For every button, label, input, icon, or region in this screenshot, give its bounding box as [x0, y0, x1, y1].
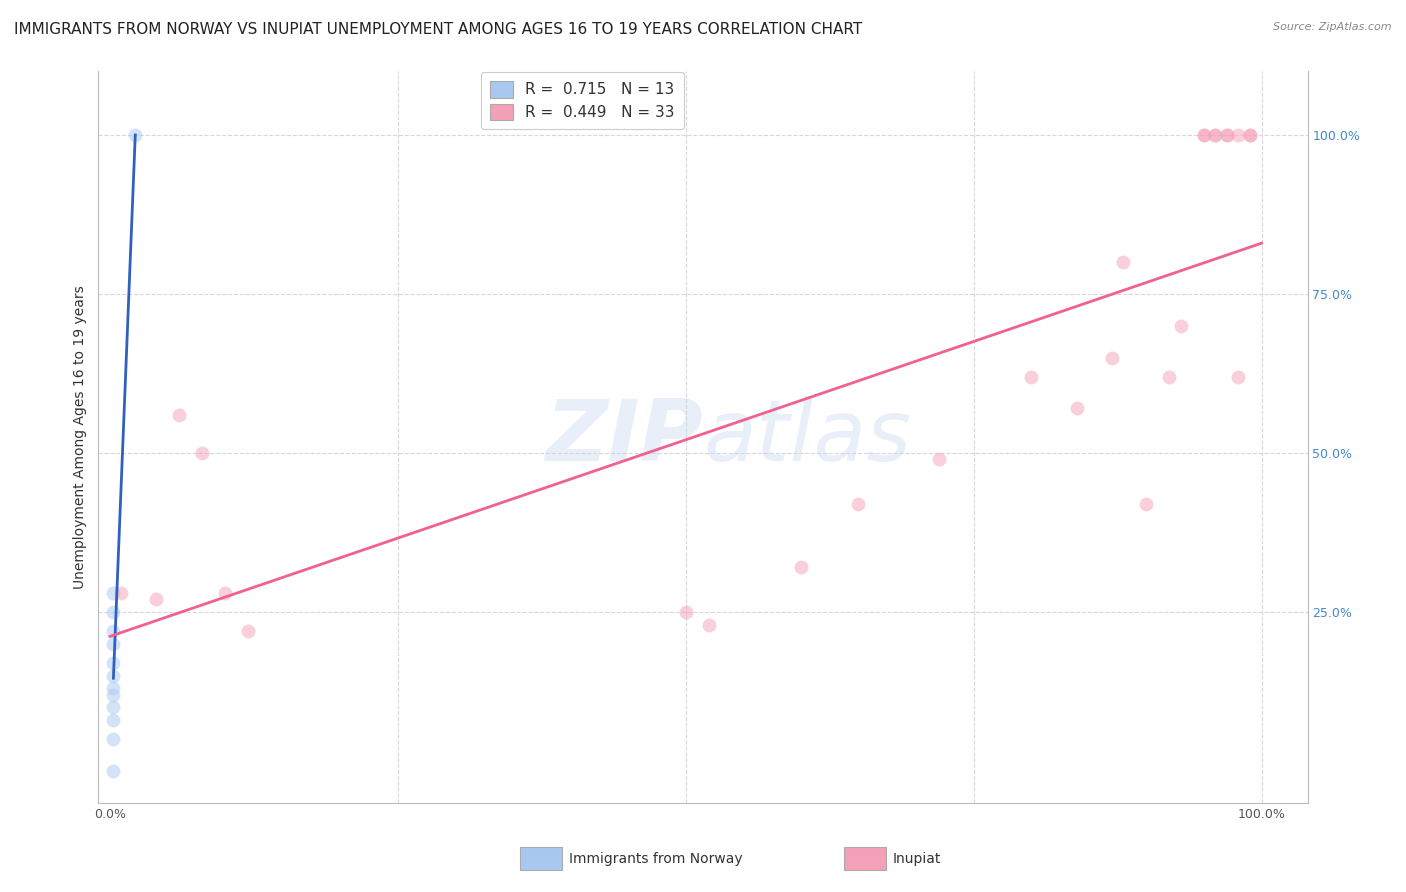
Point: [214, 586, 236, 600]
Point: [1192, 128, 1215, 142]
Point: [103, 668, 125, 682]
Point: [103, 688, 125, 702]
Point: [103, 732, 125, 747]
Text: ZIP: ZIP: [546, 395, 703, 479]
Point: [124, 128, 146, 142]
Point: [1019, 369, 1042, 384]
Point: [1135, 497, 1157, 511]
Point: [103, 713, 125, 727]
Point: [145, 592, 167, 607]
Point: [103, 681, 125, 696]
Text: Source: ZipAtlas.com: Source: ZipAtlas.com: [1274, 22, 1392, 32]
Point: [675, 605, 697, 619]
Point: [1216, 128, 1239, 142]
Text: Immigrants from Norway: Immigrants from Norway: [569, 852, 742, 866]
Point: [103, 700, 125, 714]
Point: [1159, 369, 1181, 384]
Y-axis label: Unemployment Among Ages 16 to 19 years: Unemployment Among Ages 16 to 19 years: [73, 285, 87, 589]
Point: [110, 586, 132, 600]
Point: [103, 605, 125, 619]
Point: [103, 586, 125, 600]
Point: [103, 764, 125, 778]
Point: [236, 624, 259, 638]
Point: [1204, 128, 1226, 142]
Point: [697, 617, 720, 632]
Point: [848, 497, 870, 511]
Point: [1170, 318, 1192, 333]
Point: [1204, 128, 1226, 142]
Text: Inupiat: Inupiat: [893, 852, 941, 866]
Point: [191, 446, 214, 460]
Point: [1192, 128, 1215, 142]
Point: [103, 624, 125, 638]
Point: [1239, 128, 1261, 142]
Point: [103, 656, 125, 670]
Point: [790, 560, 813, 574]
Point: [1101, 351, 1123, 365]
Point: [167, 408, 190, 422]
Point: [1227, 128, 1250, 142]
Text: IMMIGRANTS FROM NORWAY VS INUPIAT UNEMPLOYMENT AMONG AGES 16 TO 19 YEARS CORRELA: IMMIGRANTS FROM NORWAY VS INUPIAT UNEMPL…: [14, 22, 862, 37]
Point: [1112, 255, 1135, 269]
Point: [1216, 128, 1239, 142]
Point: [1066, 401, 1088, 416]
Point: [1239, 128, 1261, 142]
Point: [103, 637, 125, 651]
Text: atlas: atlas: [703, 395, 911, 479]
Point: [928, 452, 950, 467]
Legend: R =  0.715   N = 13, R =  0.449   N = 33: R = 0.715 N = 13, R = 0.449 N = 33: [481, 71, 683, 129]
Point: [1227, 369, 1250, 384]
